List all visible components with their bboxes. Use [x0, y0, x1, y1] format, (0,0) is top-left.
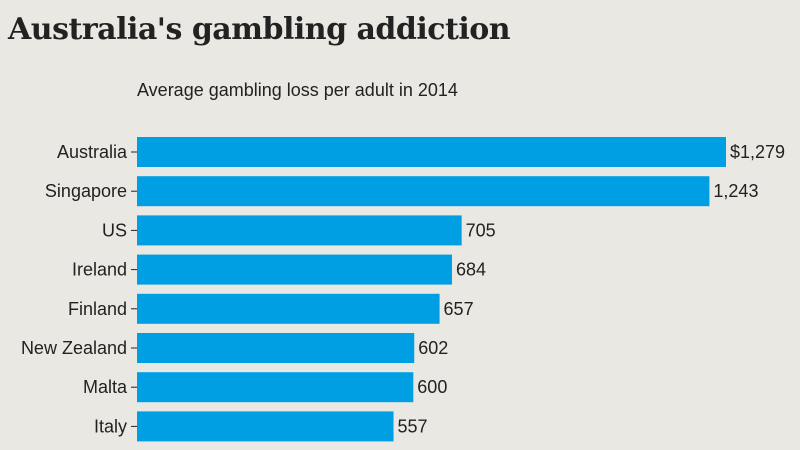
bar-row: Finland 657 [68, 293, 474, 324]
chart-title: Australia's gambling addiction [8, 12, 511, 47]
bar [137, 137, 726, 167]
category-label: Ireland [72, 260, 127, 280]
chart-subtitle: Average gambling loss per adult in 2014 [137, 80, 458, 100]
bar [137, 215, 462, 246]
bar-row: Ireland 684 [72, 254, 486, 285]
bar-row: Italy 557 [94, 411, 428, 442]
value-label: 557 [398, 416, 428, 436]
bar [137, 411, 394, 442]
value-label: $1,279 [730, 142, 785, 162]
category-label: Singapore [45, 181, 127, 201]
value-label: 657 [444, 299, 474, 319]
category-label: Australia [57, 142, 128, 162]
bar [137, 254, 452, 285]
bar-row: US 705 [102, 215, 496, 246]
value-label: 600 [417, 377, 447, 397]
value-label: 602 [418, 338, 448, 358]
category-label: Malta [83, 377, 128, 397]
bar-chart: Australia $1,279 Singapore 1,243 US 705 Irelan… [21, 137, 785, 442]
value-label: 705 [466, 220, 496, 240]
value-label: 1,243 [713, 181, 758, 201]
category-label: Finland [68, 299, 127, 319]
category-label: US [102, 220, 127, 240]
category-label: Italy [94, 416, 127, 436]
category-label: New Zealand [21, 338, 127, 358]
bar [137, 176, 710, 207]
bar-row: New Zealand 602 [21, 333, 448, 363]
bar-row: Singapore 1,243 [45, 176, 758, 207]
bar [137, 293, 440, 324]
bar-row: Australia $1,279 [57, 137, 785, 167]
bar [137, 372, 414, 403]
value-label: 684 [456, 260, 486, 280]
bar [137, 333, 415, 363]
bar-row: Malta 600 [83, 372, 447, 403]
